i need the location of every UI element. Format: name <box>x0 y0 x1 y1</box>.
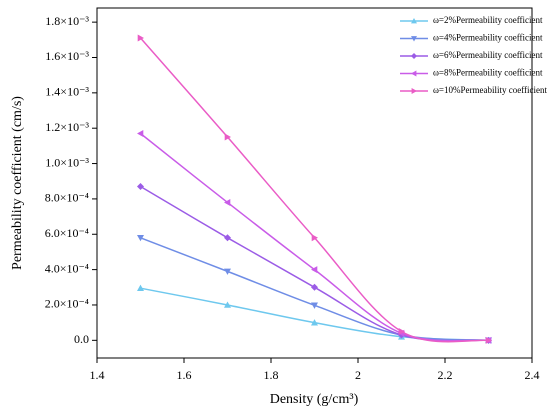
series-line <box>140 185 489 342</box>
y-tick-label: 8.0×10⁻⁴ <box>45 191 89 205</box>
y-tick-label: 2.0×10⁻⁴ <box>45 297 89 311</box>
data-point <box>224 268 231 275</box>
x-tick-label: 1.8 <box>264 368 279 382</box>
data-point <box>137 34 144 42</box>
data-point <box>485 336 492 344</box>
data-point <box>224 133 231 141</box>
data-point <box>311 266 318 274</box>
legend-label: ω=8%Permeability coefficient <box>433 68 543 78</box>
series-line <box>139 37 489 343</box>
legend-marker <box>411 53 417 59</box>
legend-marker <box>411 88 417 94</box>
y-tick-label: 4.0×10⁻⁴ <box>45 261 89 275</box>
x-tick-label: 2.4 <box>525 368 540 382</box>
y-tick-label: 1.6×10⁻³ <box>45 49 89 63</box>
data-point <box>224 198 231 206</box>
x-tick-label: 2 <box>355 368 361 382</box>
data-point <box>224 301 231 308</box>
x-tick-label: 1.4 <box>90 368 105 382</box>
y-tick-label: 1.4×10⁻³ <box>45 85 89 99</box>
x-tick-label: 1.6 <box>177 368 192 382</box>
data-point <box>224 234 231 242</box>
legend-label: ω=2%Permeability coefficient <box>433 15 543 25</box>
legend-label: ω=4%Permeability coefficient <box>433 33 543 43</box>
data-point <box>137 284 144 291</box>
y-tick-label: 6.0×10⁻⁴ <box>45 226 89 240</box>
y-tick-label: 0.0 <box>74 332 89 346</box>
legend-label: ω=6%Permeability coefficient <box>433 50 543 60</box>
series-line <box>140 287 489 342</box>
data-point <box>311 234 318 242</box>
data-point <box>311 283 318 291</box>
data-point <box>311 302 318 309</box>
legend-marker <box>411 18 417 24</box>
data-point <box>137 234 144 242</box>
legend-label: ω=10%Permeability coefficient <box>433 85 548 95</box>
legend-marker <box>411 36 417 42</box>
data-point <box>137 130 144 138</box>
y-tick-label: 1.2×10⁻³ <box>45 120 89 134</box>
data-point <box>137 183 144 191</box>
plot-frame <box>96 7 533 359</box>
y-tick-label: 1.8×10⁻³ <box>45 14 89 28</box>
data-point <box>398 327 405 335</box>
data-point <box>311 319 318 326</box>
x-tick-label: 2.2 <box>438 368 453 382</box>
y-tick-label: 1.0×10⁻³ <box>45 155 89 169</box>
y-axis-label: Permeability coefficient (cm/s) <box>10 96 25 270</box>
legend-marker <box>411 70 417 77</box>
x-axis-label: Density (g/cm³) <box>270 392 359 407</box>
